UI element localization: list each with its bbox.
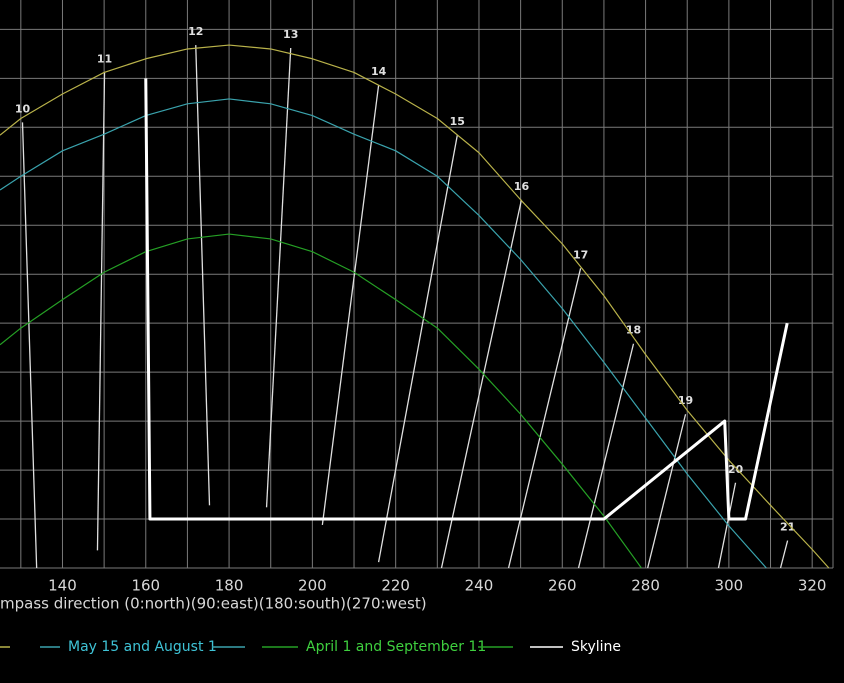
- x-tick-label: 220: [381, 577, 410, 595]
- hour-line: [779, 540, 789, 569]
- hour-label: 12: [188, 25, 203, 38]
- hour-line: [21, 122, 38, 569]
- hour-line: [577, 343, 635, 569]
- series-line: [0, 98, 767, 569]
- x-tick-label: 140: [48, 577, 77, 595]
- hour-label: 11: [97, 52, 112, 65]
- legend-label: Skyline: [571, 639, 621, 655]
- hour-label: 15: [450, 115, 465, 128]
- hour-label: 13: [283, 28, 298, 41]
- hour-line: [96, 72, 106, 551]
- x-tick-label: 300: [715, 577, 744, 595]
- hour-line: [265, 47, 292, 508]
- x-tick-label: 160: [131, 577, 160, 595]
- hour-label: 21: [780, 521, 795, 534]
- hour-line: [195, 45, 211, 506]
- hour-line: [440, 199, 523, 569]
- hour-line: [377, 135, 458, 563]
- x-tick-label: 260: [548, 577, 577, 595]
- legend-label: May 15 and August 1: [68, 639, 217, 655]
- legend-label: April 1 and September 11: [306, 639, 486, 655]
- hour-line: [647, 414, 687, 569]
- x-tick-label: 320: [798, 577, 827, 595]
- hour-label: 17: [573, 248, 588, 261]
- hour-line: [717, 482, 737, 569]
- hour-label: 18: [626, 324, 641, 337]
- x-tick-label: 180: [215, 577, 244, 595]
- hour-label: 14: [371, 65, 387, 78]
- x-tick-label: 200: [298, 577, 327, 595]
- x-tick-label: 280: [631, 577, 660, 595]
- hour-label: 19: [678, 394, 693, 407]
- series-line: [144, 78, 789, 521]
- hour-label: 16: [514, 180, 530, 193]
- series-line: [0, 233, 642, 569]
- x-axis-label: mpass direction (0:north)(90:east)(180:s…: [0, 595, 427, 613]
- x-tick-label: 240: [465, 577, 494, 595]
- hour-line: [321, 85, 380, 525]
- hour-label: 10: [15, 102, 31, 115]
